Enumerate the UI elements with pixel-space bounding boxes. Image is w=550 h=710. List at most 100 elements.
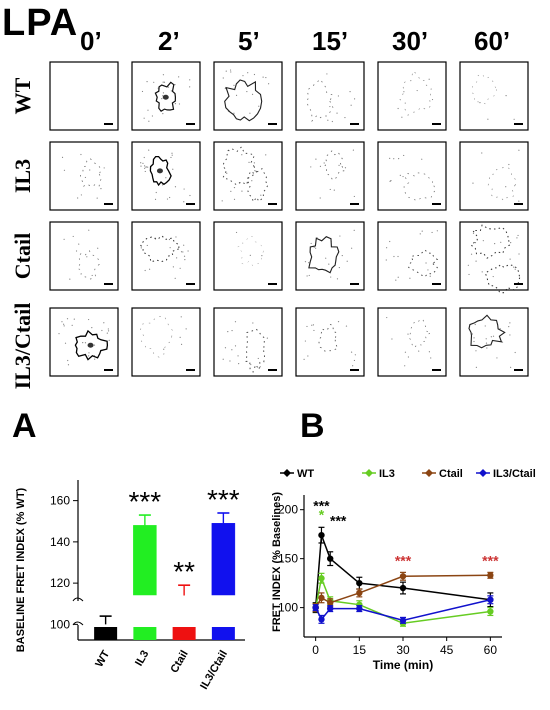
speckle: [82, 342, 84, 344]
scale-bar: [186, 123, 195, 125]
micrograph-tile: [459, 307, 529, 377]
micrograph-tile: [295, 307, 365, 377]
scale-bar: [186, 283, 195, 285]
legend-label: Ctail: [439, 468, 463, 480]
speckle: [63, 238, 65, 240]
speckle: [428, 78, 430, 80]
speckle: [148, 120, 150, 122]
speckle: [397, 107, 399, 110]
speckle: [402, 175, 404, 178]
speckle: [344, 116, 346, 119]
data-point: [327, 599, 334, 606]
data-point: [399, 617, 407, 624]
speckle: [310, 166, 312, 168]
data-point: [327, 605, 334, 612]
speckle: [505, 94, 507, 97]
speckle: [183, 188, 185, 190]
speckle: [189, 79, 191, 81]
time-column-header: 15’: [312, 26, 349, 56]
speckle: [140, 162, 142, 164]
speckle: [233, 198, 236, 200]
speckle: [162, 74, 165, 76]
y-axis-label: BASELINE FRET INDEX (% WT): [15, 487, 27, 652]
speckle: [346, 260, 348, 262]
data-point: [487, 608, 494, 615]
speckle: [431, 231, 433, 234]
speckle: [518, 200, 520, 202]
speckle: [144, 170, 146, 173]
time-column-header: 2’: [158, 26, 180, 56]
micrograph-tile: [49, 221, 119, 291]
x-tick-label: 60: [484, 643, 498, 657]
time-column-header: 0’: [80, 26, 102, 56]
cell-outline: [222, 145, 257, 186]
speckle: [227, 331, 229, 333]
speckle: [174, 186, 177, 188]
speckle: [100, 188, 102, 190]
speckle: [319, 197, 321, 199]
speckle: [312, 324, 315, 326]
speckle: [172, 266, 174, 268]
scale-bar: [268, 123, 277, 125]
legend-label: IL3/Ctail: [493, 468, 536, 480]
speckle: [103, 322, 105, 324]
speckle: [174, 103, 177, 105]
speckle: [222, 77, 224, 79]
speckle: [61, 321, 63, 323]
speckle: [230, 71, 232, 73]
scale-bar: [350, 203, 359, 205]
data-point: [356, 579, 363, 587]
speckle: [141, 90, 144, 93]
speckle: [401, 116, 403, 118]
speckle: [103, 167, 105, 169]
y-tick-label: 200: [278, 503, 298, 517]
scale-bar: [268, 283, 277, 285]
significance-label: ***: [313, 498, 330, 514]
speckle: [487, 118, 489, 120]
speckle: [494, 243, 496, 245]
micrograph-tile: [377, 141, 447, 211]
speckle: [184, 259, 186, 261]
cell-outline: [487, 166, 517, 202]
speckle: [178, 76, 180, 78]
speckle: [428, 351, 430, 353]
x-tick-label: IL3: [133, 649, 151, 669]
speckle: [399, 174, 401, 176]
micrograph-tile: [295, 141, 365, 211]
speckle: [472, 232, 475, 234]
speckle: [179, 336, 181, 338]
speckle: [91, 274, 93, 277]
speckle: [151, 115, 154, 117]
speckle: [235, 94, 238, 96]
main-label: LPA: [2, 2, 79, 44]
speckle: [221, 200, 223, 202]
micrograph-tile: [459, 141, 529, 211]
speckle: [172, 168, 174, 170]
speckle: [485, 338, 487, 340]
speckle: [253, 73, 256, 76]
scale-bar: [514, 203, 523, 205]
speckle: [409, 277, 411, 279]
speckle: [67, 364, 70, 366]
speckle: [230, 190, 232, 192]
speckle: [509, 322, 511, 324]
speckle: [161, 98, 163, 100]
speckle: [80, 153, 82, 156]
speckle: [88, 229, 90, 231]
speckle: [249, 112, 251, 114]
cell-nucleus: [156, 168, 163, 174]
speckle: [234, 321, 237, 323]
speckle: [509, 334, 511, 336]
speckle: [254, 170, 256, 172]
panel-b-letter: B: [300, 407, 325, 445]
speckle: [475, 260, 477, 262]
axis-break-mark: [72, 597, 84, 602]
speckle: [169, 196, 171, 199]
speckle: [148, 149, 150, 151]
speckle: [238, 363, 240, 365]
speckle: [337, 95, 340, 97]
speckle: [492, 275, 494, 278]
speckle: [140, 247, 142, 249]
speckle: [339, 235, 341, 237]
speckle: [185, 328, 187, 330]
